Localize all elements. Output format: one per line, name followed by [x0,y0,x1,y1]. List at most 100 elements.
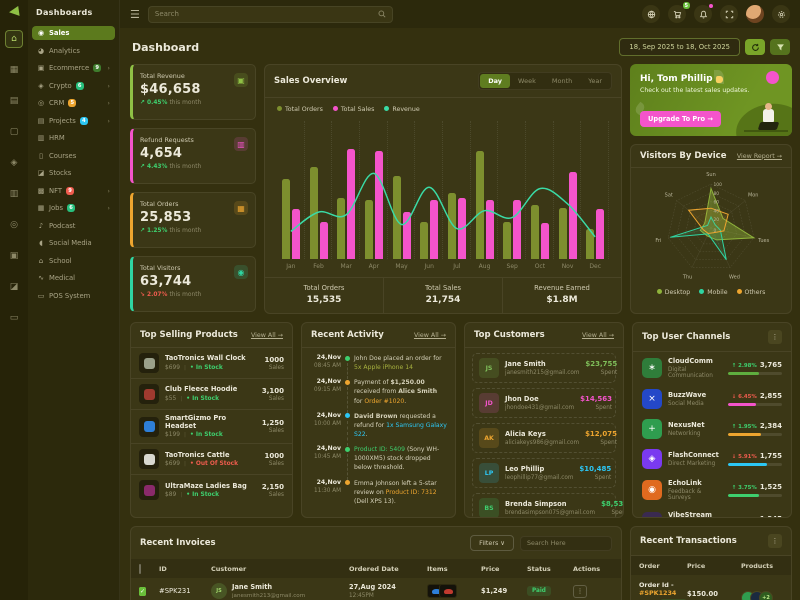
more-options-icon[interactable]: ⋮ [768,534,782,548]
stat-card-total-revenue: Total Revenue $46,658 ↗ 0.45% this month ▣ [130,64,256,120]
app-logo-icon[interactable]: ◀ [8,3,20,20]
sidebar-nav: ◉ Sales ◕ Analytics ▣ Ecommerce 9 › ◈ Crypto 6 › ◎ CR… [32,26,115,303]
bench-decoration [744,130,788,132]
cart-icon[interactable]: 5 [668,2,690,23]
bar [291,209,300,259]
greeting-title: Hi, Tom Phillip [640,74,782,84]
product-meta: $699 | • In Stock [165,364,223,371]
channel-trend: ↑ 2.98% [731,362,757,369]
sidebar-item-pos-system[interactable]: ▭ POS System [32,289,115,303]
bar-group-jan [277,121,305,259]
column-header: Status [527,564,551,573]
upgrade-to-pro-button[interactable]: Upgrade To Pro → [640,111,721,127]
bar-group-nov [554,121,582,259]
product-name: UltraMaze Ladies Bag [165,481,247,490]
filter-button[interactable] [770,39,790,55]
sidebar-item-medical[interactable]: ∿ Medical [32,271,115,285]
tab-month[interactable]: Month [551,77,573,85]
store-icon[interactable]: ▣ [9,251,19,261]
pages-icon[interactable]: ▢ [9,127,19,137]
cards-icon[interactable]: ▭ [9,313,19,323]
select-all-checkbox[interactable] [139,563,141,574]
sidebar-item-label: Sales [49,29,70,37]
sales-overview-panel: Sales Overview Day Week Month Year Total Or… [264,64,622,314]
charts-icon[interactable]: ◪ [9,282,19,292]
compass-icon[interactable]: ◎ [10,220,18,230]
sidebar-item-crm[interactable]: ◎ CRM 5 › [32,96,115,110]
customer-row: BS Brenda Simpson brendasimpson075@gmail.c… [472,493,623,517]
channel-row: ◈ FlashConnect Direct Marketing ↓ 5.91% 1,75… [633,444,791,474]
user-avatar[interactable] [746,5,764,23]
bar-group-feb [305,121,333,259]
product-row: TaoTronics Cattle $699 | • Out Of Stock 1000… [131,444,292,476]
sidebar-item-stocks[interactable]: ◪ Stocks [32,166,115,180]
sidebar-item-projects[interactable]: ▤ Projects 4 › [32,114,115,128]
layers-icon[interactable]: ▤ [9,96,19,106]
x-tick: Feb [313,263,324,270]
customer-email: jhondoe431@gmail.com [505,405,575,411]
row-checkbox[interactable]: ✓ [139,586,147,596]
more-options-icon[interactable]: ⋮ [768,330,782,344]
sidebar-item-analytics[interactable]: ◕ Analytics [32,44,115,58]
sidebar-item-courses[interactable]: ▯ Courses [32,149,115,163]
customer-name: Jhon Doe [505,395,539,403]
pos-icon: ▭ [37,291,45,300]
sidebar-item-jobs[interactable]: ▦ Jobs 6 › [32,201,115,215]
home-icon[interactable]: ⌂ [5,30,23,48]
filters-button[interactable]: Filters ∨ [470,535,514,551]
bar [513,199,522,259]
page-body: Dashboard 18, Sep 2025 to 18, Oct 2025 T… [120,28,800,600]
view-all-link[interactable]: View All → [250,331,283,339]
tab-week[interactable]: Week [518,77,536,85]
others-series [687,207,729,235]
customer-amount: $10,485 [579,465,612,473]
sidebar-item-label: HRM [49,134,65,142]
sidebar: Dashboards ◉ Sales ◕ Analytics ▣ Ecommerce 9 › ◈… [28,0,120,600]
settings-gear-icon[interactable] [772,5,790,23]
sidebar-item-school[interactable]: ⌂ School [32,254,115,268]
sidebar-item-podcast[interactable]: ♪ Podcast [32,219,115,233]
row-actions-button[interactable]: ⋮ [573,584,587,598]
sales-overview-title: Sales Overview [274,76,348,86]
gem-icon[interactable]: ◈ [10,158,18,168]
view-all-link[interactable]: View All → [413,331,446,339]
stat-label: Total Revenue [140,72,185,80]
activity-item: 24,Nov 09:15 AM Payment of $1,250.00 recei… [302,372,455,413]
sidebar-item-sales[interactable]: ◉ Sales [32,26,115,40]
date-range-picker[interactable]: 18, Sep 2025 to 18, Oct 2025 [619,38,740,56]
courses-icon: ▯ [39,151,43,160]
column-header: Ordered Date [349,564,399,573]
view-all-link[interactable]: View All → [581,331,614,339]
person-illustration [757,122,780,130]
sidebar-item-crypto[interactable]: ◈ Crypto 6 › [32,79,115,93]
search-input[interactable] [154,10,374,18]
menu-toggle-icon[interactable]: ☰ [130,7,140,21]
channels-title: Top User Channels [642,332,731,342]
jobs-icon: ▦ [37,204,45,212]
customer-email: janesmith213@gmail.com [232,592,306,599]
fullscreen-icon[interactable] [720,5,738,23]
product-row: TaoTronics Wall Clock $699 | • In Stock 1000… [131,348,292,379]
sales-overview-tabs: Day Week Month Year [478,72,612,90]
tab-day[interactable]: Day [480,74,511,88]
column-header: Price [481,564,500,573]
sidebar-item-label: Podcast [49,221,76,230]
channel-name: FlashConnect [668,451,719,459]
basket-icon[interactable]: ▥ [9,189,19,199]
stat-card-total-orders: Total Orders 25,853 ↗ 1.25% this month ▦ [130,192,256,248]
sidebar-item-hrm[interactable]: ▥ HRM [32,131,115,145]
bar-group-oct [526,121,554,259]
bar-group-dec [581,121,609,259]
sidebar-item-social-media[interactable]: ◖ Social Media [32,236,115,250]
channel-category: Direct Marketing [668,461,716,467]
language-globe-icon[interactable] [642,5,660,23]
view-report-link[interactable]: View Report → [736,152,782,160]
refresh-button[interactable] [745,39,765,55]
sidebar-item-nft[interactable]: ▩ NFT 9 › [32,184,115,198]
activity-item: 24,Nov 08:45 AM John Doe placed an order f… [302,348,455,380]
invoice-search-input[interactable] [520,535,612,551]
tab-year[interactable]: Year [588,77,602,85]
notifications-bell-icon[interactable] [694,4,713,23]
apps-icon[interactable]: ▦ [9,65,19,75]
sidebar-item-ecommerce[interactable]: ▣ Ecommerce 9 › [32,61,115,75]
